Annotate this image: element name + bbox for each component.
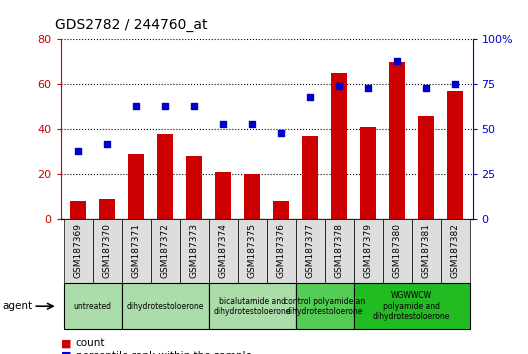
Point xyxy=(393,58,401,63)
Text: ■: ■ xyxy=(61,351,71,354)
Text: GSM187377: GSM187377 xyxy=(306,223,315,278)
Text: GSM187370: GSM187370 xyxy=(102,223,111,278)
Text: GSM187375: GSM187375 xyxy=(248,223,257,278)
Point xyxy=(335,83,343,89)
Bar xyxy=(331,73,347,219)
Text: percentile rank within the sample: percentile rank within the sample xyxy=(76,351,251,354)
Text: ■: ■ xyxy=(61,338,71,348)
Bar xyxy=(99,199,115,219)
Text: GSM187382: GSM187382 xyxy=(451,223,460,278)
Text: GSM187371: GSM187371 xyxy=(131,223,140,278)
Text: GSM187369: GSM187369 xyxy=(73,223,82,278)
Text: WGWWCW
polyamide and
dihydrotestoloerone: WGWWCW polyamide and dihydrotestoloerone xyxy=(373,291,450,321)
Text: control polyamide an
dihydrotestoloerone: control polyamide an dihydrotestoloerone xyxy=(284,297,365,316)
Text: GDS2782 / 244760_at: GDS2782 / 244760_at xyxy=(55,18,208,32)
Bar xyxy=(186,156,202,219)
Bar xyxy=(273,201,289,219)
Bar xyxy=(63,283,121,329)
Bar xyxy=(267,219,296,283)
Bar xyxy=(244,175,260,219)
Point xyxy=(364,85,372,91)
Bar xyxy=(354,219,383,283)
Point xyxy=(219,121,228,127)
Bar xyxy=(63,219,92,283)
Bar xyxy=(302,136,318,219)
Text: GSM187378: GSM187378 xyxy=(335,223,344,278)
Text: untreated: untreated xyxy=(73,302,111,311)
Text: GSM187372: GSM187372 xyxy=(161,223,169,278)
Bar xyxy=(412,219,441,283)
Text: GSM187374: GSM187374 xyxy=(219,223,228,278)
Bar xyxy=(150,219,180,283)
Point xyxy=(132,103,140,109)
Point xyxy=(190,103,199,109)
Bar xyxy=(447,91,463,219)
Bar xyxy=(121,283,209,329)
Bar xyxy=(180,219,209,283)
Text: GSM187376: GSM187376 xyxy=(277,223,286,278)
Point xyxy=(161,103,169,109)
Bar xyxy=(121,219,150,283)
Text: agent: agent xyxy=(3,301,33,311)
Bar xyxy=(157,134,173,219)
Text: bicalutamide and
dihydrotestoloerone: bicalutamide and dihydrotestoloerone xyxy=(213,297,291,316)
Bar xyxy=(441,219,470,283)
Bar xyxy=(389,62,405,219)
Text: GSM187373: GSM187373 xyxy=(190,223,199,278)
Text: dihydrotestoloerone: dihydrotestoloerone xyxy=(126,302,204,311)
Bar xyxy=(209,219,238,283)
Text: count: count xyxy=(76,338,105,348)
Bar xyxy=(354,283,470,329)
Bar xyxy=(296,219,325,283)
Bar xyxy=(325,219,354,283)
Bar xyxy=(128,154,144,219)
Text: GSM187379: GSM187379 xyxy=(364,223,373,278)
Point xyxy=(306,94,314,99)
Bar xyxy=(418,116,434,219)
Bar xyxy=(383,219,412,283)
Text: GSM187380: GSM187380 xyxy=(393,223,402,278)
Bar xyxy=(70,201,86,219)
Bar xyxy=(215,172,231,219)
Point xyxy=(248,121,257,127)
Bar xyxy=(238,219,267,283)
Point xyxy=(103,141,111,147)
Bar xyxy=(209,283,296,329)
Point xyxy=(74,148,82,154)
Bar xyxy=(296,283,354,329)
Bar xyxy=(92,219,121,283)
Bar xyxy=(360,127,376,219)
Point xyxy=(451,81,459,87)
Text: GSM187381: GSM187381 xyxy=(422,223,431,278)
Point xyxy=(277,130,285,136)
Point xyxy=(422,85,430,91)
